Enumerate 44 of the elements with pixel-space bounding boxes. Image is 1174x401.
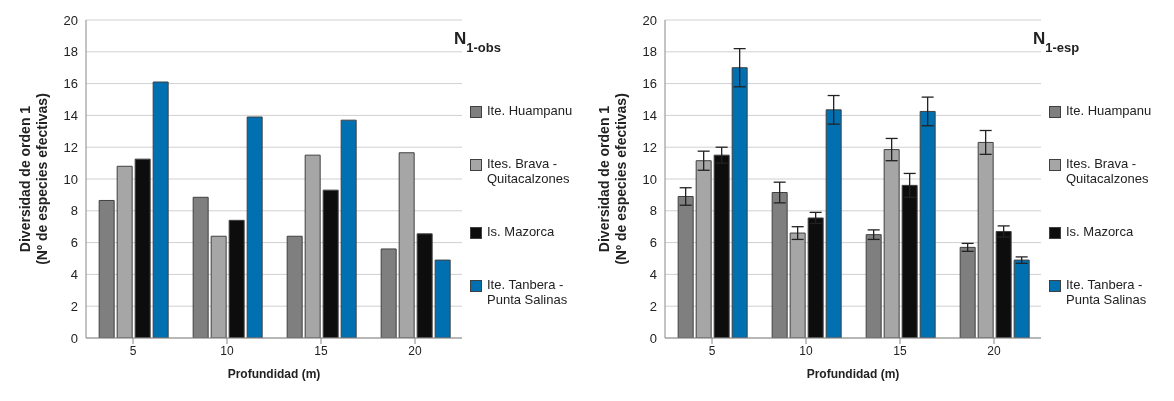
legend-label: Ite. Huampanu <box>1066 103 1153 118</box>
x-tick-label: 10 <box>220 343 234 358</box>
x-axis-title: Profundidad (m) <box>227 367 321 381</box>
y-tick-label: 6 <box>70 235 78 251</box>
y-tick-label: 14 <box>63 108 78 124</box>
legend-label: Ite. Tanbera - Punta Salinas <box>487 277 569 307</box>
y-tick-label: 0 <box>649 330 657 346</box>
legend-label: Is. Mazorca <box>1066 224 1135 239</box>
y-tick-label: 16 <box>642 76 657 92</box>
legend-label: Ite. Huampanu <box>487 103 574 118</box>
text: N$_{1-esp}$ <box>1033 29 1080 55</box>
x-tick-label: 5 <box>129 343 137 358</box>
y-tick-label: 20 <box>642 12 657 28</box>
x-tick-label: 5 <box>708 343 716 358</box>
x-tick-label: 20 <box>408 343 422 358</box>
y-tick-label: 0 <box>70 330 78 346</box>
y-tick-label: 6 <box>649 235 657 251</box>
y-tick-label: 10 <box>642 171 657 187</box>
y-tick-label: 12 <box>642 139 657 155</box>
y-tick-label: 18 <box>63 44 78 60</box>
x-tick-label: 15 <box>314 343 328 358</box>
legend-label: Ites. Brava - Quitacalzones <box>1066 156 1150 186</box>
legend-label: Ites. Brava - Quitacalzones <box>487 156 571 186</box>
y-tick-label: 4 <box>70 267 78 283</box>
y-tick-label: 16 <box>63 76 78 92</box>
y-axis-title: Diversidad de orden 1 (Nº de especies efectivas) <box>596 93 629 265</box>
x-axis-title: Profundidad (m) <box>806 367 900 381</box>
text: N$_{1-obs}$ <box>454 29 501 55</box>
y-axis-title: Diversidad de orden 1 (Nº de especies efectivas) <box>17 93 50 265</box>
legend-label: Is. Mazorca <box>487 224 556 239</box>
x-tick-label: 20 <box>987 343 1001 358</box>
y-tick-label: 8 <box>649 203 657 219</box>
y-tick-label: 12 <box>63 139 78 155</box>
y-tick-label: 20 <box>63 12 78 28</box>
x-tick-label: 10 <box>799 343 813 358</box>
y-tick-label: 14 <box>642 108 657 124</box>
y-tick-label: 10 <box>63 171 78 187</box>
y-tick-label: 8 <box>70 203 78 219</box>
x-tick-label: 15 <box>893 343 907 358</box>
y-tick-label: 18 <box>642 44 657 60</box>
legend-label: Ite. Tanbera - Punta Salinas <box>1066 277 1148 307</box>
y-tick-label: 4 <box>649 267 657 283</box>
y-tick-label: 2 <box>70 298 78 314</box>
y-tick-label: 2 <box>649 298 657 314</box>
